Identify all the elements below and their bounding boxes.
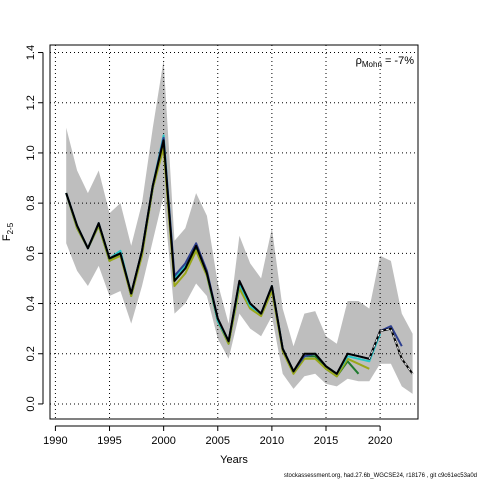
y-axis-title-sub: 2-5 [6,222,15,234]
confidence-band [66,60,413,394]
plot-frame [49,44,419,420]
x-tick-label: 2000 [151,435,175,447]
y-axis-title: F2-5 [1,222,15,241]
y-tick-label: 1.2 [25,95,37,110]
confidence-band-layer [66,60,413,394]
x-tick-label: 1990 [43,435,67,447]
y-tick-label: 1.4 [25,45,37,60]
y-axis: 0.0 0.2 0.4 0.6 0.8 1.0 1.2 1.4 [25,45,44,412]
y-tick-label: 0.8 [25,195,37,210]
x-axis: 1990 1995 2000 2005 2010 2015 2020 [43,425,392,447]
x-tick-label: 1995 [97,435,121,447]
y-tick-label: 0.0 [25,396,37,411]
rho-subscript: Mohn [362,60,382,69]
y-tick-label: 0.4 [25,296,37,311]
y-tick-label: 0.6 [25,246,37,261]
y-tick-label: 0.2 [25,346,37,361]
grid-layer [50,45,418,419]
x-axis-title: Years [220,454,248,466]
rho-symbol: ρ [356,55,362,67]
x-tick-label: 2015 [314,435,338,447]
series-line-5 [65,139,414,375]
y-tick-label: 1.0 [25,145,37,160]
x-tick-label: 2020 [368,435,392,447]
series-line-6 [368,328,414,375]
x-tick-label: 2010 [260,435,284,447]
y-axis-title-main: F [1,234,13,241]
x-tick-label: 2005 [206,435,230,447]
footer-source: stockassessment.org, had.27.6b_WGCSE24, … [284,473,477,479]
rho-value: = -7% [382,55,414,67]
series-layer [65,134,414,378]
mohn-rho-annotation: ρMohn = -7% [356,55,415,69]
